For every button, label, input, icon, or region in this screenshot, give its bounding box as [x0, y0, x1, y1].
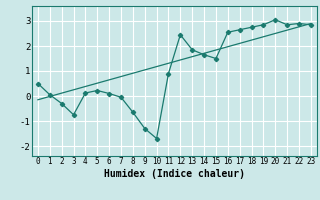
X-axis label: Humidex (Indice chaleur): Humidex (Indice chaleur) — [104, 169, 245, 179]
